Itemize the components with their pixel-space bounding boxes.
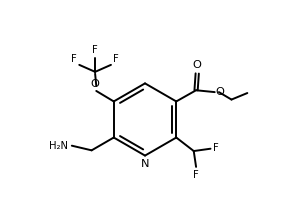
Text: F: F	[92, 45, 98, 55]
Text: F: F	[113, 54, 119, 64]
Text: O: O	[193, 60, 202, 70]
Text: O: O	[216, 87, 225, 97]
Text: F: F	[193, 170, 199, 180]
Text: O: O	[91, 79, 99, 89]
Text: F: F	[213, 143, 219, 153]
Text: N: N	[141, 159, 149, 169]
Text: F: F	[71, 54, 77, 64]
Text: H₂N: H₂N	[49, 141, 67, 151]
